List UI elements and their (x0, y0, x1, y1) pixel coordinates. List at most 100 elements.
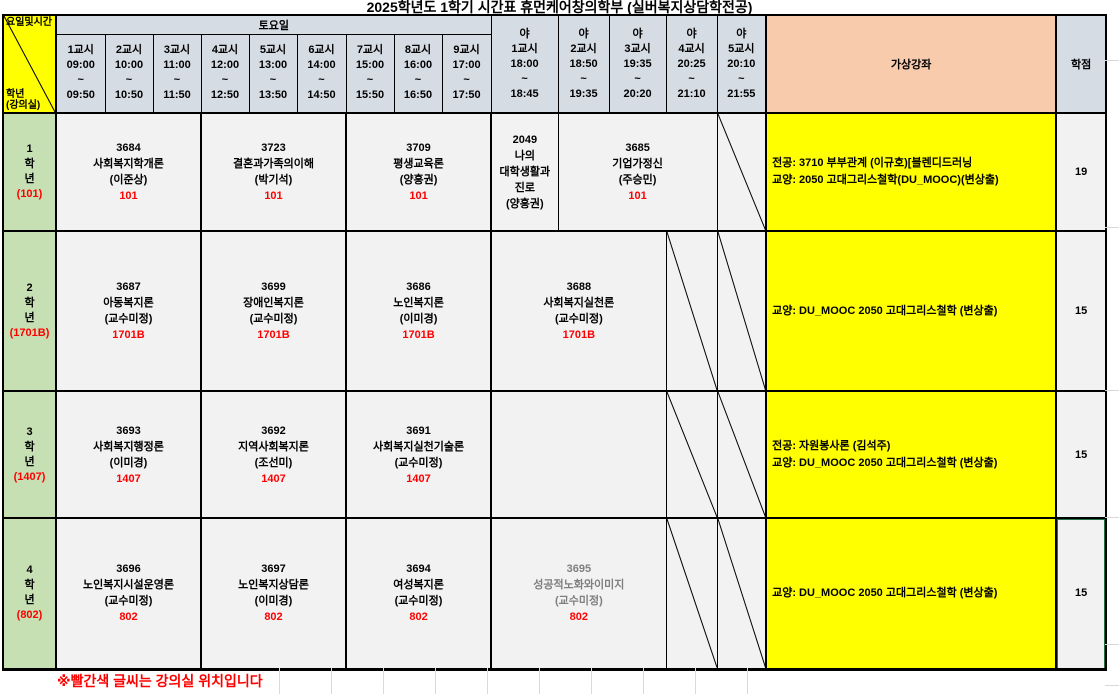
period-label: 5교시 (259, 44, 287, 57)
tilde: ~ (738, 72, 745, 85)
gridline (1105, 60, 1119, 61)
cell-course-3692[interactable]: 3692 지역사회복지론 (조선미) 1407 (200, 390, 347, 519)
course-code: 3693 (116, 424, 141, 437)
virtual-lecture-header[interactable]: 가상강좌 (765, 14, 1058, 114)
virtual-course-text: 전공: 3710 부부관계 (이규호)[블렌디드러닝 교양: 2050 고대그리… (772, 157, 999, 186)
day-period-header-9[interactable]: 9교시 17:00 ~17:50 (441, 33, 492, 114)
course-professor: (조선미) (254, 456, 293, 469)
day-period-header-8[interactable]: 8교시 16:00 ~16:50 (393, 33, 443, 114)
grade-row-header-3[interactable]: 3 학 년 (1407) (2, 390, 57, 519)
period-label: 4교시 (211, 44, 239, 57)
cell-course-3709[interactable]: 3709 평생교육론 (양흥권) 101 (345, 112, 493, 232)
cell-course-3686[interactable]: 3686 노인복지론 (이미경) 1701B (345, 230, 493, 392)
course-name: 사회복지실천론 (543, 297, 615, 309)
night-period-header-5[interactable]: 야 5교시 20:10 ~ 21:55 (716, 14, 767, 114)
course-room: 101 (409, 190, 428, 202)
saturday-header[interactable]: 토요일 (55, 14, 492, 35)
cell-blocked[interactable] (665, 390, 718, 519)
cell-blocked[interactable] (665, 517, 718, 671)
period-start: 13:00 (258, 59, 288, 72)
cell-course-3685[interactable]: 3685 기업가정신 (주승민) 101 (557, 112, 718, 232)
night-period-header-3[interactable]: 야 3교시 19:35 ~ 20:20 (608, 14, 667, 114)
course-code: 2049 (512, 134, 538, 146)
day-period-header-6[interactable]: 6교시 14:00 ~14:50 (296, 33, 347, 114)
course-room: 1701B (112, 329, 145, 341)
corner-cell[interactable]: 요일및시간 학년 (강의실) (2, 14, 57, 114)
course-code: 3723 (261, 142, 286, 154)
period-start: 11:00 (163, 59, 191, 72)
cell-blocked[interactable] (665, 230, 718, 392)
course-code: 3684 (116, 142, 141, 154)
night-period-header-4[interactable]: 야 4교시 20:25 ~ 21:10 (665, 14, 718, 114)
cell-blocked[interactable] (716, 390, 767, 519)
course-professor: (이준상) (109, 174, 148, 186)
gridline (695, 668, 696, 694)
night-end: 20:20 (623, 87, 652, 100)
course-code: 3687 (116, 281, 141, 293)
period-end: 14:50 (307, 89, 336, 102)
tilde: ~ (580, 72, 587, 85)
night-period-header-2[interactable]: 야 2교시 18:50 ~ 19:35 (557, 14, 610, 114)
grade-row-header-4[interactable]: 4 학 년 (802) (2, 517, 57, 671)
day-period-header-5[interactable]: 5교시 13:00 ~13:50 (248, 33, 298, 114)
cell-blocked[interactable] (716, 112, 767, 232)
period-end: 15:50 (355, 89, 385, 102)
credits-header[interactable]: 학점 (1055, 14, 1108, 114)
day-period-header-2[interactable]: 2교시 10:00 ~10:50 (104, 33, 154, 114)
night-label: 4교시 (678, 42, 705, 55)
course-name: 장애인복지론 (243, 297, 304, 309)
gridline (643, 668, 644, 694)
tilde: ~ (366, 74, 374, 87)
course-room: 101 (119, 190, 138, 202)
cell-course-3695[interactable]: 3695 성공적노화와이미지 (교수미정) 802 (490, 517, 667, 671)
cell-course-3694[interactable]: 3694 여성복지론 (교수미정) 802 (345, 517, 493, 671)
cell-virtual-4[interactable]: 교양: DU_MOOC 2050 고대그리스철학 (변상출) (765, 517, 1058, 671)
cell-credit-2[interactable]: 15 (1055, 230, 1108, 392)
night-period-header-1[interactable]: 야 1교시 18:00 ~ 18:45 (490, 14, 559, 114)
night-end: 18:45 (510, 87, 539, 100)
cell-credit-3[interactable]: 15 (1055, 390, 1108, 519)
cell-blocked[interactable] (716, 230, 767, 392)
course-professor: (주승민) (618, 174, 657, 186)
night-label: 5교시 (728, 42, 755, 55)
cell-course-3699[interactable]: 3699 장애인복지론 (교수미정) 1701B (200, 230, 347, 392)
cell-virtual-1[interactable]: 전공: 3710 부부관계 (이규호)[블렌디드러닝 교양: 2050 고대그리… (765, 112, 1058, 232)
grade-row-header-2[interactable]: 2 학 년 (1701B) (2, 230, 57, 392)
course-room: 802 (569, 611, 589, 624)
period-end: 10:50 (114, 89, 144, 102)
course-room: 1701B (562, 329, 596, 341)
night-prefix: 야 (632, 27, 643, 40)
day-period-header-3[interactable]: 3교시 11:00 ~11:50 (152, 33, 202, 114)
course-code: 3688 (566, 281, 592, 293)
cell-empty[interactable] (490, 390, 667, 519)
cell-course-2049[interactable]: 2049 나의 대학생활과 진로 (양흥권) (490, 112, 559, 232)
day-period-header-1[interactable]: 1교시 09:00 ~09:50 (55, 33, 106, 114)
grade-label: 4 학 년 (24, 564, 35, 607)
timetable: 요일및시간 학년 (강의실) 토요일 야 1교시 18:00 ~ 18:45 야… (2, 14, 1108, 671)
course-code: 3696 (116, 563, 141, 576)
grade-room: (101) (16, 188, 43, 200)
cell-course-3696[interactable]: 3696 노인복지시설운영론 (교수미정) 802 (55, 517, 202, 671)
cell-course-3697[interactable]: 3697 노인복지상담론 (이미경) 802 (200, 517, 347, 671)
day-period-header-4[interactable]: 4교시 12:00 ~12:50 (200, 33, 250, 114)
cell-virtual-2[interactable]: 교양: DU_MOOC 2050 고대그리스철학 (변상출) (765, 230, 1058, 392)
cell-course-3723[interactable]: 3723 결혼과가족의이해 (박기석) 101 (200, 112, 347, 232)
cell-course-3684[interactable]: 3684 사회복지학개론 (이준상) 101 (55, 112, 202, 232)
cell-course-3691[interactable]: 3691 사회복지실천기술론 (교수미정) 1407 (345, 390, 493, 519)
virtual-course-text: 전공: 자원봉사론 (김석주) 교양: DU_MOOC 2050 고대그리스철학… (772, 439, 998, 469)
cell-credit-4-selected[interactable]: 15 (1055, 517, 1108, 671)
course-room: 101 (264, 190, 283, 202)
day-period-header-7[interactable]: 7교시 15:00 ~15:50 (345, 33, 395, 114)
red-text-note: ※빨간색 글씨는 강의실 위치입니다 (57, 673, 263, 689)
cell-virtual-3[interactable]: 전공: 자원봉사론 (김석주) 교양: DU_MOOC 2050 고대그리스철학… (765, 390, 1058, 519)
course-code: 3694 (406, 563, 431, 576)
cell-credit-1[interactable]: 19 (1055, 112, 1108, 232)
cell-course-3693[interactable]: 3693 사회복지행정론 (이미경) 1407 (55, 390, 202, 519)
night-start: 20:25 (677, 57, 706, 70)
cell-blocked[interactable] (716, 517, 767, 671)
cell-course-3687[interactable]: 3687 아동복지론 (교수미정) 1701B (55, 230, 202, 392)
grade-row-header-1[interactable]: 1 학 년 (101) (2, 112, 57, 232)
cell-course-3688[interactable]: 3688 사회복지실천론 (교수미정) 1701B (490, 230, 667, 392)
tilde: ~ (634, 72, 641, 85)
corner-label-days: 요일및시간 (6, 17, 52, 28)
